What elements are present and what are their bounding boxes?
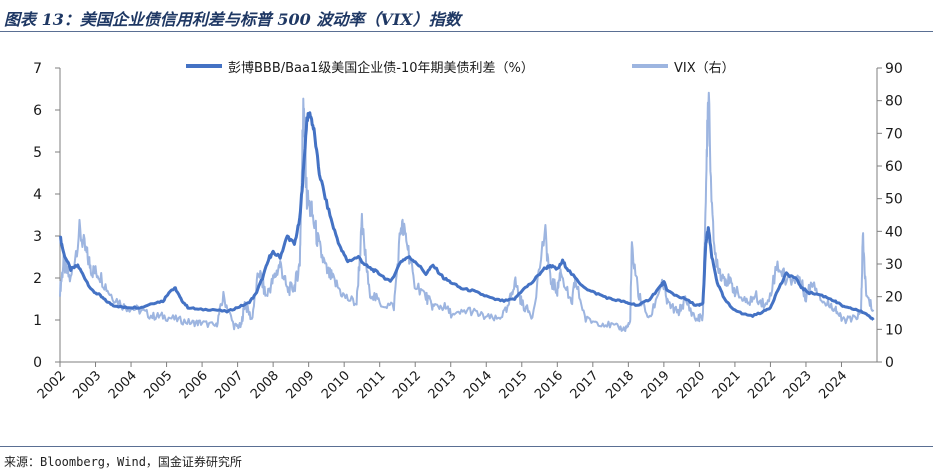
- legend-label-spread: 彭博BBB/Baa1级美国企业债-10年期美债利差（%）: [228, 60, 534, 76]
- x-tick-label: 2009: [283, 368, 317, 402]
- x-tick-label: 2006: [177, 368, 211, 402]
- x-tick-label: 2018: [603, 368, 637, 402]
- x-tick-label: 2015: [497, 368, 531, 402]
- vix-line: [59, 91, 875, 332]
- x-tick-label: 2017: [568, 368, 602, 402]
- y-right-tick-label: 20: [885, 290, 903, 306]
- x-tick-label: 2016: [532, 368, 566, 402]
- source-note: 来源：Bloomberg，Wind，国金证券研究所: [4, 455, 242, 469]
- y-right-tick-label: 30: [885, 257, 903, 273]
- y-left-tick-label: 4: [33, 187, 42, 203]
- x-tick-label: 2003: [70, 368, 104, 402]
- y-right-tick-label: 90: [885, 61, 903, 77]
- y-left-tick-label: 7: [33, 61, 42, 77]
- x-tick-label: 2002: [35, 368, 69, 402]
- legend-label-vix: VIX（右）: [674, 61, 735, 76]
- x-tick-label: 2007: [212, 368, 246, 402]
- y-left-tick-label: 0: [33, 355, 42, 371]
- spread-line: [58, 111, 875, 321]
- x-tick-label: 2024: [816, 368, 850, 402]
- y-right-tick-label: 60: [885, 159, 903, 175]
- y-right-tick-label: 40: [885, 224, 903, 240]
- x-tick-label: 2013: [426, 368, 460, 402]
- y-left-tick-label: 2: [33, 271, 42, 287]
- y-right-tick-label: 0: [885, 355, 894, 371]
- y-left-tick-label: 1: [33, 313, 42, 329]
- bottom-rule: [0, 446, 933, 447]
- x-tick-label: 2021: [710, 368, 744, 402]
- x-tick-label: 2010: [319, 368, 353, 402]
- top-rule: [0, 31, 933, 32]
- y-right-tick-label: 70: [885, 126, 903, 142]
- figure-title: 图表 13：美国企业债信用利差与标普 500 波动率（VIX）指数: [4, 10, 461, 29]
- legend: 彭博BBB/Baa1级美国企业债-10年期美债利差（%） VIX（右）: [186, 60, 735, 76]
- y-right-tick-label: 80: [885, 94, 903, 110]
- x-tick-label: 2014: [461, 368, 495, 402]
- x-tick-label: 2020: [674, 368, 708, 402]
- x-tick-label: 2008: [248, 368, 282, 402]
- y-left-tick-label: 5: [33, 145, 42, 161]
- y-left-tick-label: 6: [33, 103, 42, 119]
- x-tick-label: 2012: [390, 368, 424, 402]
- x-tick-label: 2011: [355, 368, 389, 402]
- x-tick-label: 2004: [106, 368, 140, 402]
- y-left-tick-label: 3: [33, 229, 42, 245]
- y-right-tick-label: 50: [885, 192, 903, 208]
- spread-series-layer: [58, 111, 875, 321]
- x-tick-label: 2005: [141, 368, 175, 402]
- x-tick-label: 2022: [745, 368, 779, 402]
- x-tick-label: 2023: [781, 368, 815, 402]
- y-right-tick-label: 10: [885, 322, 903, 338]
- vix-series-layer: [59, 91, 875, 332]
- x-tick-label: 2019: [639, 368, 673, 402]
